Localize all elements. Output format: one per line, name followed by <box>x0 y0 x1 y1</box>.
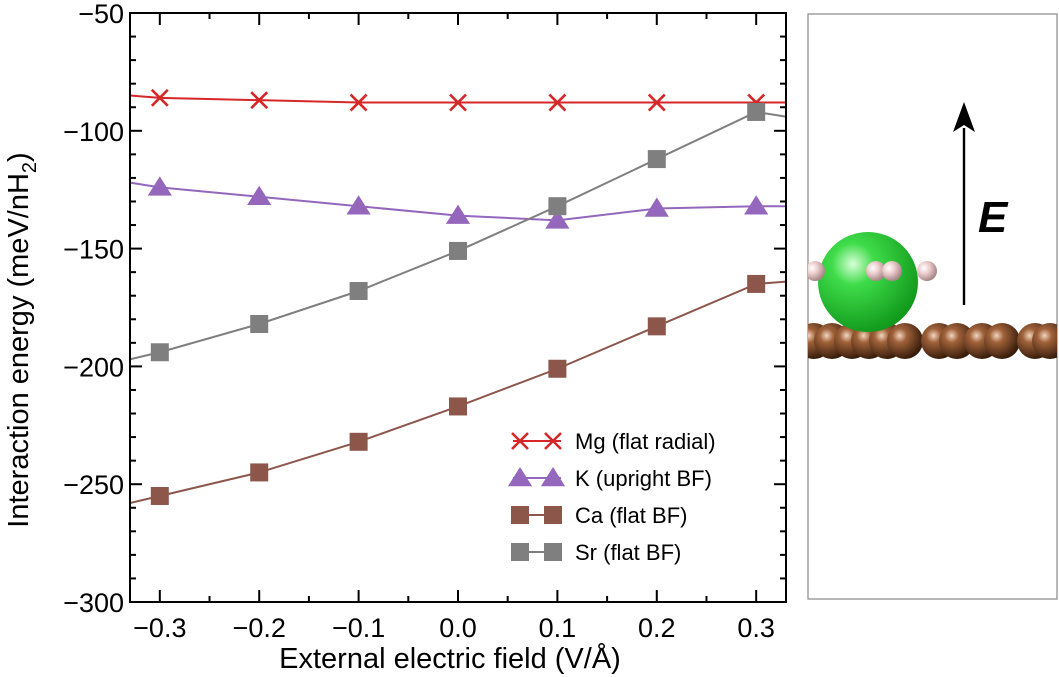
plot-frame <box>129 12 787 603</box>
legend-marker <box>540 467 566 487</box>
y-axis-title: Interaction energy (meV/nH2) <box>3 152 41 527</box>
series-line-4 <box>130 110 786 361</box>
data-point-series-1 <box>449 93 467 112</box>
surface-atom <box>984 323 1020 359</box>
surface-atom-row <box>808 323 1057 359</box>
x-axis-title: External electric field (V/Å) <box>279 642 621 675</box>
hydrogen-atom <box>882 261 902 281</box>
y-tick-label: −300 <box>63 588 124 618</box>
x-tick-label: 0.0 <box>439 613 477 643</box>
legend: Mg (flat radial) K (upright BF) Ca (flat B… <box>507 429 716 565</box>
data-point-series-4 <box>548 197 567 216</box>
data-point-series-1 <box>150 88 169 107</box>
legend-marker <box>544 506 562 524</box>
data-point-series-3 <box>150 486 169 505</box>
data-point-series-4 <box>747 102 766 121</box>
data-point-series-2 <box>644 197 669 217</box>
data-point-series-2 <box>346 195 371 215</box>
legend-label: K (upright BF) <box>575 466 712 491</box>
surface-atom <box>887 323 923 359</box>
data-point-series-3 <box>449 397 467 416</box>
legend-marker <box>511 543 529 561</box>
data-point-series-3 <box>548 359 567 378</box>
x-tick-label: −0.1 <box>332 613 385 643</box>
data-point-series-2 <box>744 195 769 215</box>
data-point-series-1 <box>349 93 368 112</box>
data-point-series-3 <box>647 317 666 336</box>
x-tick-label: 0.3 <box>737 613 775 643</box>
legend-marker <box>544 543 562 561</box>
arrow-up-icon <box>953 102 975 132</box>
data-point-series-4 <box>349 282 368 301</box>
data-point-series-1 <box>250 91 269 110</box>
x-tick-label: −0.3 <box>133 613 186 643</box>
data-point-series-2 <box>147 176 172 196</box>
y-axis-title-subscript: 2 <box>19 162 41 173</box>
data-point-series-4 <box>250 314 269 333</box>
legend-label: Ca (flat BF) <box>575 503 687 528</box>
legend-marker <box>507 467 533 487</box>
legend-label: Sr (flat BF) <box>575 540 681 565</box>
data-point-series-4 <box>647 150 666 169</box>
data-point-series-3 <box>250 463 269 482</box>
y-axis-title-main: Interaction energy (meV/nH <box>3 173 35 528</box>
x-tick-label: 0.2 <box>638 613 676 643</box>
field-label: E <box>978 193 1009 242</box>
data-point-series-4 <box>449 241 467 260</box>
legend-marker <box>544 432 562 450</box>
data-point-series-2 <box>545 209 570 229</box>
y-axis-title-close: ) <box>3 152 35 162</box>
tick-labels: −300 −250 −200 −150 −100 −50 −0.3 −0.2 −0.1 0.0 0.… <box>63 0 775 643</box>
data-point-series-3 <box>349 432 368 451</box>
surface-atom <box>939 323 975 359</box>
structure-atoms <box>808 232 1057 359</box>
plot-area: −300 −250 −200 −150 −100 −50 −0.3 −0.2 −0.1 0.0 0.… <box>3 0 787 675</box>
data-point-series-1 <box>647 93 666 112</box>
data-point-series-2 <box>247 185 272 206</box>
metal-atom <box>818 232 918 332</box>
y-tick-label: −150 <box>63 235 124 265</box>
data-point-series-3 <box>747 274 766 293</box>
y-tick-label: −50 <box>78 0 124 29</box>
y-tick-label: −250 <box>63 470 124 500</box>
legend-label: Mg (flat radial) <box>575 429 716 454</box>
y-tick-label: −200 <box>63 352 124 382</box>
hydrogen-atom <box>808 261 825 281</box>
data-point-series-1 <box>548 93 567 112</box>
data-point-series-2 <box>445 204 471 224</box>
x-tick-label: −0.2 <box>233 613 286 643</box>
hydrogen-atom <box>866 261 886 281</box>
series-layer <box>130 88 786 505</box>
x-tick-label: 0.1 <box>539 613 577 643</box>
surface-atom <box>1032 323 1057 359</box>
structure-panel: E <box>807 13 1058 600</box>
y-tick-label: −100 <box>63 117 124 147</box>
legend-marker <box>511 432 529 450</box>
hydrogen-atom <box>917 261 937 281</box>
data-point-series-4 <box>150 343 169 362</box>
legend-marker <box>511 506 529 524</box>
